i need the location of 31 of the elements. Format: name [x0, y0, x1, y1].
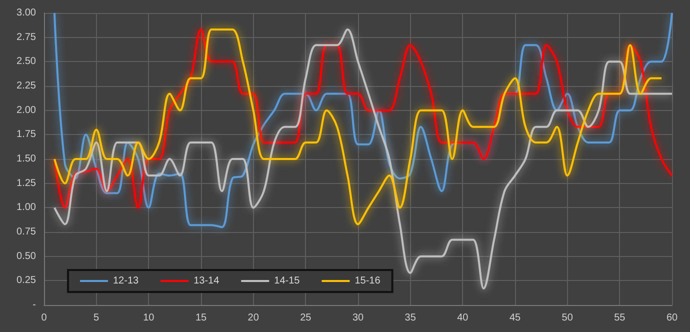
- y-tick-label: 0.50: [16, 250, 36, 262]
- x-tick-label: 10: [143, 312, 155, 324]
- y-tick-label: 2.00: [16, 104, 36, 116]
- y-tick-label: 0.75: [16, 226, 36, 238]
- x-tick-label: 45: [509, 312, 521, 324]
- x-tick-label: 15: [195, 312, 207, 324]
- y-tick-label: -: [32, 300, 36, 310]
- y-tick-label: 1.25: [16, 178, 36, 189]
- x-tick-label: 40: [457, 312, 469, 324]
- y-tick-label: 1.50: [16, 154, 36, 164]
- legend-label: 12-13: [113, 276, 140, 286]
- x-tick-label: 20: [248, 312, 260, 324]
- y-tick-label: 2.25: [16, 80, 36, 92]
- y-tick-label: 3.00: [16, 8, 36, 18]
- y-tick-label: 1.00: [16, 202, 36, 214]
- line-series: [53, 28, 673, 290]
- x-tick-label: 35: [404, 312, 416, 324]
- y-tick-label: 1.75: [16, 129, 36, 140]
- x-tick-label: 60: [666, 312, 678, 324]
- legend-label: 13-14: [194, 276, 220, 286]
- legend-label: 15-16: [354, 276, 381, 286]
- y-tick-label: 2.75: [16, 32, 36, 43]
- x-tick-label: 55: [614, 312, 626, 324]
- x-tick-label: 50: [562, 312, 574, 324]
- y-tick-label: 0.25: [16, 275, 36, 286]
- x-tick-label: 25: [300, 312, 312, 324]
- x-tick-label: 5: [94, 312, 100, 324]
- x-tick-label: 30: [352, 312, 364, 324]
- x-tick-label: 0: [41, 312, 48, 324]
- y-tick-label: 2.50: [16, 56, 36, 68]
- legend-label: 14-15: [274, 276, 300, 286]
